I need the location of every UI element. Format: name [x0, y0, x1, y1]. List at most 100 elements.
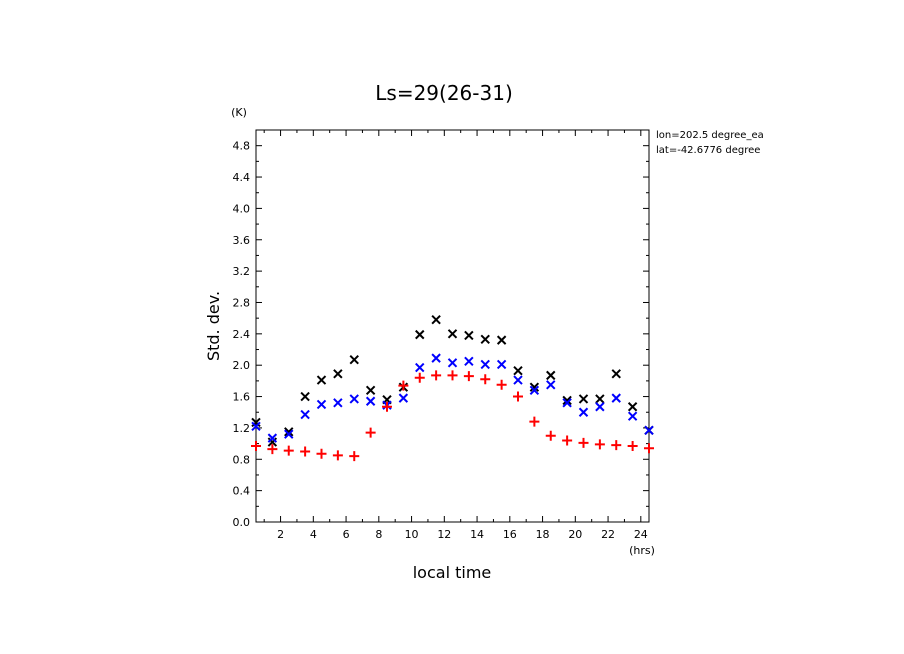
data-point-series-3	[300, 446, 311, 457]
data-point-series-3	[627, 440, 638, 451]
x-tick-label: 2	[277, 528, 284, 541]
x-tick-label: 20	[568, 528, 582, 541]
data-point-series-3	[480, 374, 491, 385]
data-point-series-3	[251, 440, 261, 451]
data-point-series-1	[415, 329, 425, 340]
plot-frame	[255, 129, 650, 523]
data-point-series-3	[496, 379, 507, 390]
y-tick-label: 0.0	[233, 516, 251, 529]
axes: 0.0 0.4 0.8 1.2 1.6 2.0 2.4 2.8 3.2 3.6 4.0 4.4 4.8 2…	[233, 130, 649, 541]
x-tick-label: 12	[437, 528, 451, 541]
data-point-series-3	[447, 370, 458, 381]
annotation-lon: lon=202.5 degree_ea	[656, 130, 764, 141]
x-tick-label: 16	[503, 528, 517, 541]
data-point-series-1	[513, 365, 523, 376]
y-tick-label: 2.4	[233, 328, 251, 341]
data-point-series-3	[382, 401, 392, 412]
data-point-series-1	[496, 335, 507, 345]
data-point-series-1	[447, 329, 458, 339]
data-point-series-3	[349, 451, 360, 462]
data-point-series-1	[431, 315, 441, 325]
data-point-series-1	[562, 395, 572, 406]
data-point-series-2	[267, 433, 278, 443]
data-point-series-2	[447, 358, 458, 368]
data-point-series-3	[513, 391, 523, 402]
y-tick-label: 3.6	[233, 234, 251, 247]
data-point-series-2	[513, 375, 523, 385]
x-tick-label: 8	[375, 528, 382, 541]
data-point-series-1	[627, 402, 638, 412]
data-point-series-3	[431, 370, 442, 381]
data-point-series-3	[398, 380, 409, 391]
data-point-series-2	[546, 380, 556, 390]
data-point-series-2	[349, 394, 359, 404]
data-point-series-3	[267, 444, 278, 455]
data-point-series-2	[316, 399, 327, 410]
y-tick-label: 1.2	[233, 422, 251, 435]
data-point-series-1	[578, 394, 589, 404]
y-tick-label: 2.8	[233, 296, 251, 309]
data-point-series-1	[365, 385, 376, 395]
x-tick-label: 22	[601, 528, 615, 541]
data-point-series-2	[578, 407, 589, 417]
y-tick-label: 4.0	[233, 202, 251, 215]
y-tick-label: 2.0	[233, 359, 251, 372]
data-point-series-3	[594, 439, 605, 450]
data-point-series-1	[349, 355, 359, 365]
y-tick-label: 0.4	[233, 485, 251, 498]
x-tick-label: 18	[536, 528, 550, 541]
y-axis-label: Std. dev.	[204, 291, 223, 361]
data-point-series-2	[333, 398, 343, 408]
data-point-series-3	[644, 443, 654, 454]
data-point-series-2	[300, 409, 310, 420]
annotation-lat: lat=-42.6776 degree	[656, 145, 760, 156]
x-tick-label: 14	[470, 528, 484, 541]
data-point-series-2	[496, 359, 507, 370]
data-point-series-1	[464, 330, 474, 341]
data-point-series-3	[332, 450, 343, 461]
data-point-series-2	[611, 393, 621, 403]
y-tick-label: 4.8	[233, 140, 251, 153]
data-point-series-2	[595, 402, 605, 412]
x-unit-label: (hrs)	[629, 544, 655, 557]
data-point-series-2	[562, 398, 572, 408]
data-point-series-1	[529, 382, 540, 392]
data-point-series-3	[365, 427, 376, 438]
data-point-series-3	[463, 371, 474, 382]
data-point-series-2	[464, 356, 474, 366]
x-tick-label: 4	[310, 528, 317, 541]
x-tick-label: 6	[343, 528, 350, 541]
data-point-series-3	[414, 372, 425, 383]
data-point-series-3	[545, 430, 556, 441]
data-point-series-3	[578, 437, 589, 448]
data-point-series-2	[431, 353, 441, 363]
data-point-series-2	[529, 385, 540, 395]
data-point-series-2	[365, 396, 376, 406]
data-point-series-1	[546, 370, 556, 381]
data-point-series-1	[611, 369, 621, 379]
data-point-series-1	[595, 394, 605, 404]
data-point-series-3	[316, 448, 327, 459]
data-point-series-2	[415, 362, 425, 373]
y-tick-label: 3.2	[233, 265, 251, 278]
data-point-series-2	[644, 425, 654, 435]
data-point-series-3	[562, 435, 573, 446]
data-point-series-1	[284, 427, 294, 437]
y-tick-label: 0.8	[233, 453, 251, 466]
x-axis-label: local time	[413, 563, 492, 582]
data-point-series-1	[480, 334, 490, 345]
data-point-series-2	[480, 359, 490, 370]
data-point-series-3	[529, 416, 540, 427]
data-point-series-3	[283, 445, 294, 456]
x-tick-label: 10	[405, 528, 419, 541]
data-point-series-3	[611, 440, 622, 451]
data-points	[251, 315, 654, 462]
chart-title: Ls=29(26-31)	[375, 81, 513, 105]
data-point-series-1	[316, 375, 327, 385]
data-point-series-2	[627, 411, 638, 421]
data-point-series-1	[333, 369, 343, 379]
data-point-series-2	[284, 429, 294, 439]
y-tick-label: 1.6	[233, 391, 251, 404]
y-unit-label: (K)	[231, 106, 247, 119]
